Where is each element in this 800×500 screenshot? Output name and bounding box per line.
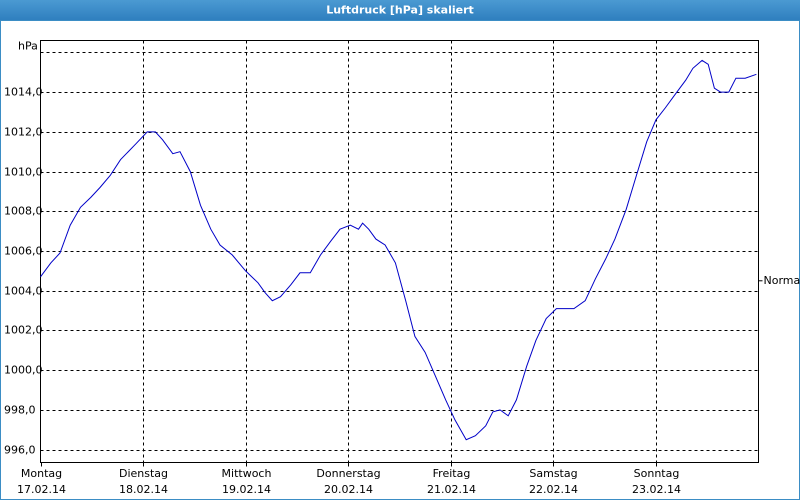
y-tick-label: 1006,0 xyxy=(4,245,43,258)
y-tick-label: 1000,0 xyxy=(4,364,43,377)
pressure-line xyxy=(40,59,757,441)
x-tick-label: Freitag xyxy=(433,467,471,480)
x-tick-date: 20.02.14 xyxy=(324,483,373,496)
y-tick-label: 1002,0 xyxy=(4,324,43,337)
x-tick-date: 22.02.14 xyxy=(529,483,578,496)
x-tick-label: Mittwoch xyxy=(222,467,272,480)
x-tick-label: Montag xyxy=(21,467,62,480)
x-tick-date: 18.02.14 xyxy=(119,483,168,496)
x-tick-label: Sonntag xyxy=(634,467,680,480)
x-tick-label: Donnerstag xyxy=(316,467,380,480)
chart-title: Luftdruck [hPa] skaliert xyxy=(326,4,474,17)
y-tick-label: 1012,0 xyxy=(4,126,43,139)
y-tick-label: hPa xyxy=(18,40,38,53)
y-tick-label: 1010,0 xyxy=(4,166,43,179)
normal-label: Normal xyxy=(764,274,800,287)
y-tick-label: 1008,0 xyxy=(4,205,43,218)
y-tick-label: 998,0 xyxy=(4,404,36,417)
x-tick-date: 17.02.14 xyxy=(17,483,66,496)
x-tick-date: 21.02.14 xyxy=(427,483,476,496)
title-bar xyxy=(0,0,800,20)
x-tick-label: Samstag xyxy=(529,467,577,480)
y-tick-label: 1004,0 xyxy=(4,285,43,298)
x-tick-date: 19.02.14 xyxy=(222,483,271,496)
y-tick-label: 996,0 xyxy=(4,444,36,457)
x-tick-date: 23.02.14 xyxy=(632,483,681,496)
x-tick-label: Dienstag xyxy=(119,467,168,480)
plot-area xyxy=(40,40,759,463)
y-tick-label: 1014,0 xyxy=(4,86,43,99)
